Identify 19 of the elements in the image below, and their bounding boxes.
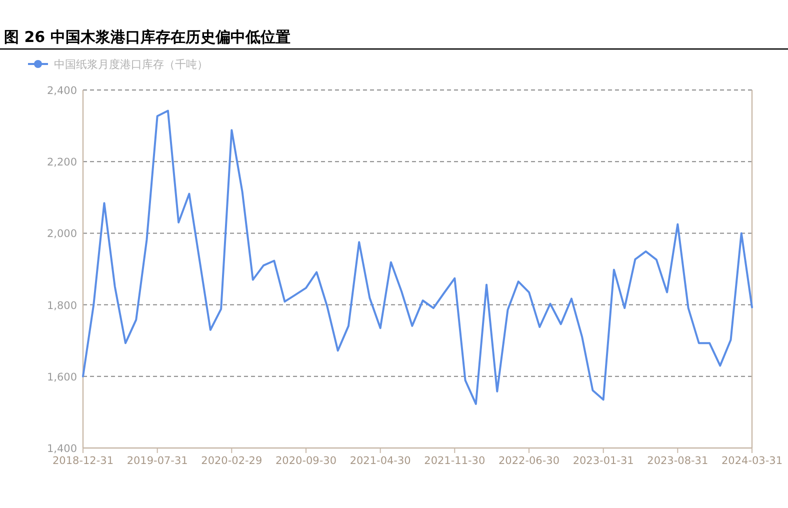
- x-tick-label: 2020-09-30: [275, 455, 337, 467]
- x-tick-label: 2022-06-30: [498, 455, 560, 467]
- chart-title: 图 26 中国木浆港口库存在历史偏中低位置: [4, 28, 290, 46]
- x-tick-label: 2023-01-31: [572, 455, 634, 467]
- x-tick-label: 2024-03-31: [721, 455, 783, 467]
- x-tick-label: 2021-04-30: [350, 455, 411, 467]
- y-tick-label: 1,800: [46, 300, 77, 312]
- y-tick-label: 2,000: [46, 228, 77, 240]
- y-tick-label: 2,400: [46, 85, 77, 97]
- x-tick-label: 2023-08-31: [647, 455, 708, 467]
- y-tick-label: 2,200: [46, 156, 77, 169]
- x-tick-label: 2021-11-30: [424, 455, 486, 467]
- x-tick-label: 2019-07-31: [126, 455, 188, 467]
- x-tick-label: 2020-02-29: [201, 455, 262, 467]
- y-tick-label: 1,400: [46, 443, 77, 455]
- legend-label: 中国纸浆月度港口库存（千吨）: [54, 58, 208, 71]
- y-tick-label: 1,600: [46, 371, 77, 384]
- line-series: [82, 110, 753, 405]
- x-tick-label: 2018-12-31: [52, 455, 114, 467]
